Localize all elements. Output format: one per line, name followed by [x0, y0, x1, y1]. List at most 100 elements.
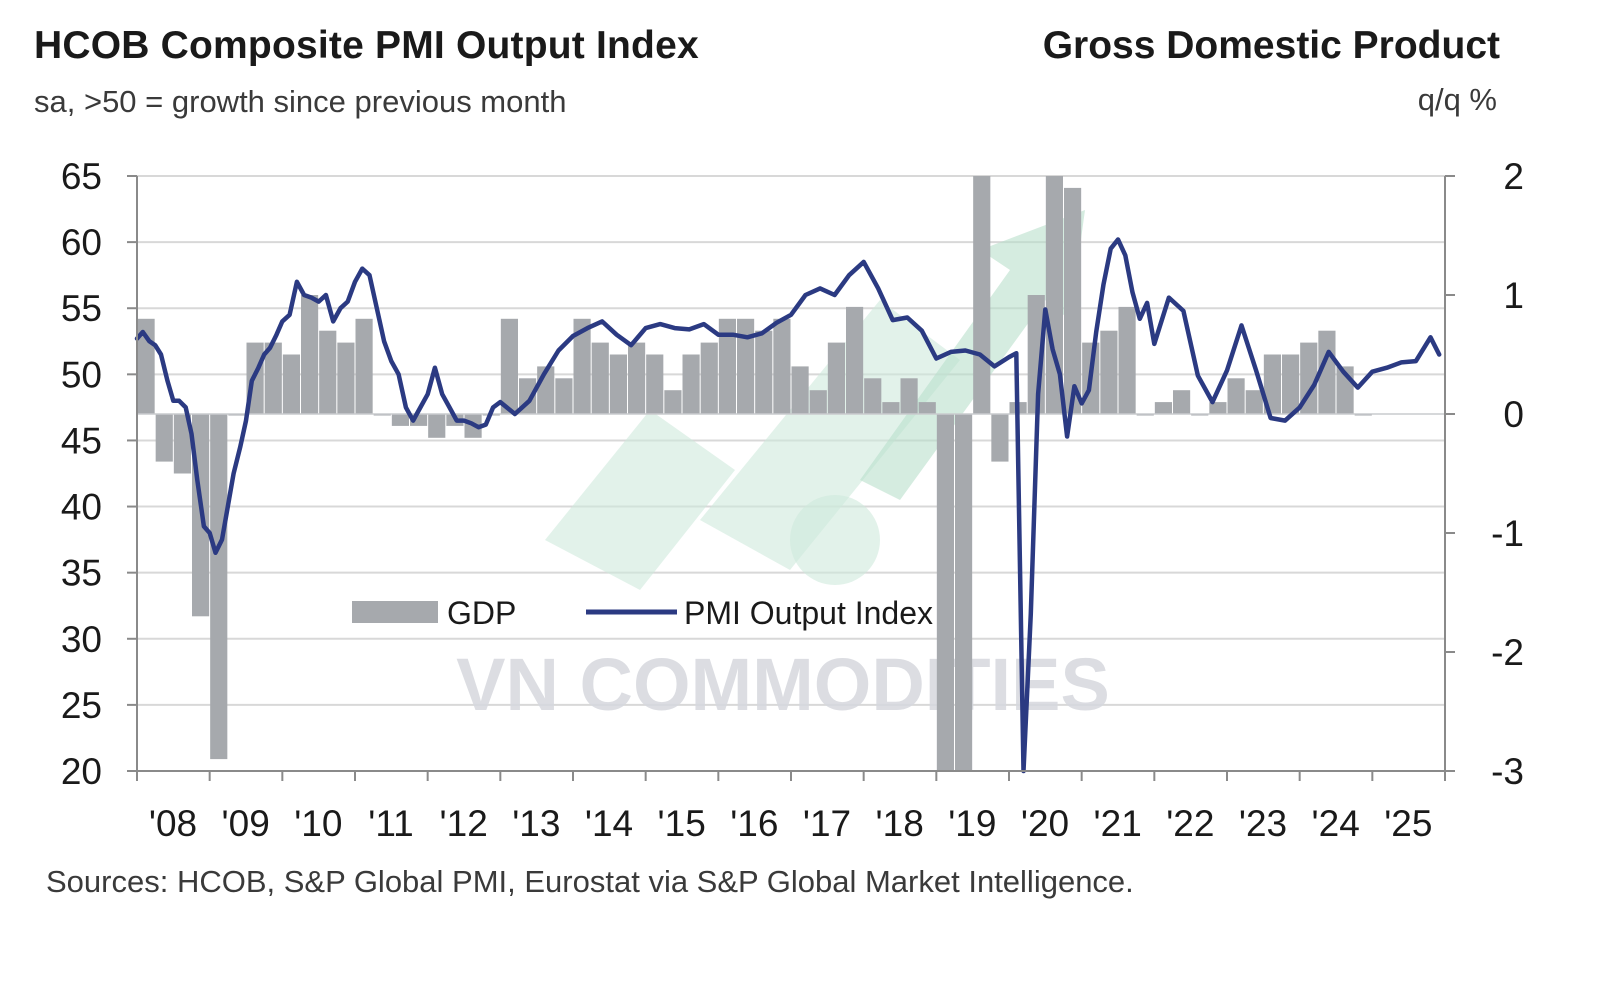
legend: GDP PMI Output Index: [352, 595, 933, 631]
gdp-bar: [827, 342, 845, 414]
left-tick-label: 25: [61, 685, 102, 726]
gdp-bars: [137, 176, 1372, 771]
x-tick-label: '15: [658, 803, 706, 844]
gdp-bar: [1173, 390, 1191, 414]
x-tick-label: '17: [803, 803, 851, 844]
x-tick-label: '24: [1312, 803, 1360, 844]
gdp-bar: [155, 414, 173, 462]
gdp-bar: [882, 402, 900, 414]
gdp-bar: [809, 390, 827, 414]
gdp-bar: [1100, 330, 1118, 414]
x-tick-label: '13: [512, 803, 560, 844]
gdp-bar: [737, 318, 755, 414]
x-tick-label: '08: [149, 803, 197, 844]
gdp-bar: [410, 414, 428, 426]
axes: 65 60 55 50 45 40 35 30 25 20 2 1 0 -1 -2 -3 '08 '09 '10 '1…: [61, 156, 1524, 844]
left-tick-label: 55: [61, 288, 102, 329]
x-tick-label: '18: [876, 803, 924, 844]
left-tick-label: 65: [61, 156, 102, 197]
left-tick-label: 20: [61, 751, 102, 792]
gdp-bar: [609, 354, 627, 414]
x-tick-label: '22: [1166, 803, 1214, 844]
gdp-bar: [555, 378, 573, 414]
legend-gdp-swatch: [352, 601, 438, 623]
chart-subtitle-right: q/q %: [1417, 82, 1497, 117]
gdp-bar: [918, 402, 936, 414]
gdp-bar: [1245, 390, 1263, 414]
gdp-bar: [1263, 354, 1281, 414]
left-tick-label: 45: [61, 420, 102, 461]
gdp-bar: [1045, 176, 1063, 414]
gdp-bar: [664, 390, 682, 414]
gdp-bar: [773, 318, 791, 414]
left-tick-label: 40: [61, 487, 102, 528]
x-tick-label: '20: [1021, 803, 1069, 844]
right-tick-label: 0: [1503, 394, 1524, 435]
gdp-bar: [864, 378, 882, 414]
right-tick-label: 2: [1503, 156, 1524, 197]
x-tick-label: '09: [222, 803, 270, 844]
right-tick-label: 1: [1503, 275, 1524, 316]
gdp-bar: [573, 318, 591, 414]
gdp-bar: [1282, 354, 1300, 414]
chart-subtitle-left: sa, >50 = growth since previous month: [34, 84, 567, 119]
gdp-bar: [700, 342, 718, 414]
pmi-line: [134, 237, 1442, 774]
legend-gdp-label: GDP: [447, 595, 516, 631]
gdp-bar: [428, 414, 446, 438]
gdp-bar: [173, 414, 191, 474]
gdp-bar: [319, 330, 337, 414]
watermark-dot: [790, 495, 880, 585]
watermark-stroke-2: [700, 300, 960, 570]
x-tick-label: '11: [368, 803, 413, 844]
x-tick-label: '23: [1239, 803, 1287, 844]
x-tick-label: '25: [1384, 803, 1432, 844]
gdp-bar: [282, 354, 300, 414]
x-tick-label: '14: [585, 803, 633, 844]
gdp-bar: [264, 342, 282, 414]
left-tick-label: 35: [61, 553, 102, 594]
gdp-bar: [936, 414, 954, 771]
gdp-bar: [973, 176, 991, 414]
left-tick-label: 30: [61, 619, 102, 660]
gdp-bar: [846, 306, 864, 414]
gdp-bar: [301, 295, 319, 414]
gdp-bar: [500, 318, 518, 414]
gdp-bar: [755, 330, 773, 414]
gdp-bar: [628, 342, 646, 414]
gdp-bar: [1209, 402, 1227, 414]
gdp-bar: [391, 414, 409, 426]
gdp-bar: [955, 414, 973, 771]
left-tick-label: 60: [61, 222, 102, 263]
watermark: VN COMMODITIES: [456, 210, 1110, 726]
legend-pmi-label: PMI Output Index: [684, 595, 933, 631]
left-tick-label: 50: [61, 354, 102, 395]
watermark-arrow: [860, 210, 1085, 500]
gdp-bar: [991, 414, 1009, 462]
gdp-bar: [591, 342, 609, 414]
gdp-bar: [1064, 187, 1082, 414]
gdp-bar: [1227, 378, 1245, 414]
gdp-bar: [210, 414, 228, 760]
gdp-bar: [682, 354, 700, 414]
gdp-bar: [791, 366, 809, 414]
gdp-bar: [1118, 306, 1136, 414]
right-tick-label: -1: [1491, 513, 1524, 554]
gdp-bar: [1154, 402, 1172, 414]
x-tick-label: '21: [1094, 803, 1142, 844]
x-tick-label: '19: [948, 803, 996, 844]
gdp-bar: [337, 342, 355, 414]
chart-title-right: Gross Domestic Product: [1042, 24, 1500, 67]
x-tick-label: '10: [294, 803, 342, 844]
x-tick-label: '16: [730, 803, 778, 844]
gdp-bar: [718, 318, 736, 414]
right-tick-label: -3: [1491, 751, 1524, 792]
right-tick-label: -2: [1491, 632, 1524, 673]
chart-title-left: HCOB Composite PMI Output Index: [34, 24, 699, 67]
watermark-text: VN COMMODITIES: [456, 643, 1110, 726]
watermark-stroke-1: [545, 410, 735, 590]
gdp-bar: [646, 354, 664, 414]
gdp-bar: [900, 378, 918, 414]
source-note: Sources: HCOB, S&P Global PMI, Eurostat …: [46, 864, 1134, 899]
